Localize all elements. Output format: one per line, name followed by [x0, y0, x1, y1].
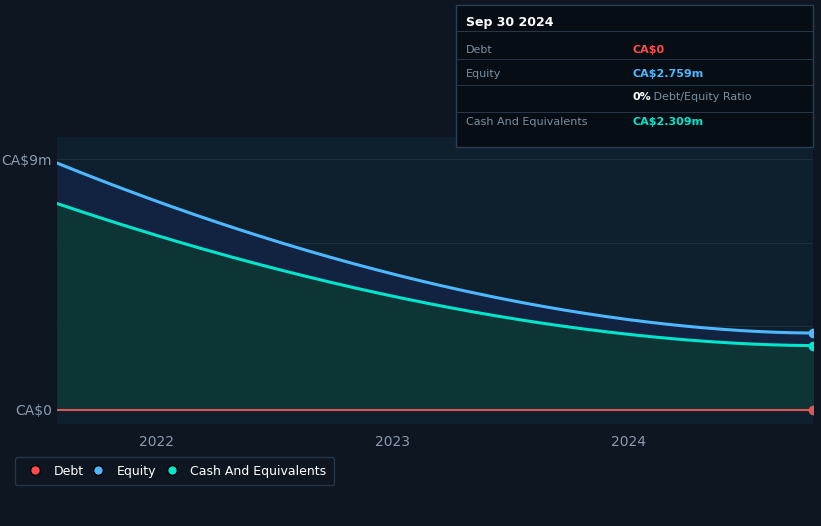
Text: Sep 30 2024: Sep 30 2024: [466, 16, 553, 28]
Legend: Debt, Equity, Cash And Equivalents: Debt, Equity, Cash And Equivalents: [15, 457, 334, 485]
Text: Equity: Equity: [466, 68, 501, 79]
Text: Debt: Debt: [466, 45, 493, 55]
Text: Debt/Equity Ratio: Debt/Equity Ratio: [650, 92, 752, 103]
Text: Cash And Equivalents: Cash And Equivalents: [466, 117, 587, 127]
Text: CA$2.759m: CA$2.759m: [632, 68, 704, 79]
Text: 0%: 0%: [632, 92, 651, 103]
Text: CA$0: CA$0: [632, 45, 664, 55]
Text: CA$2.309m: CA$2.309m: [632, 117, 704, 127]
